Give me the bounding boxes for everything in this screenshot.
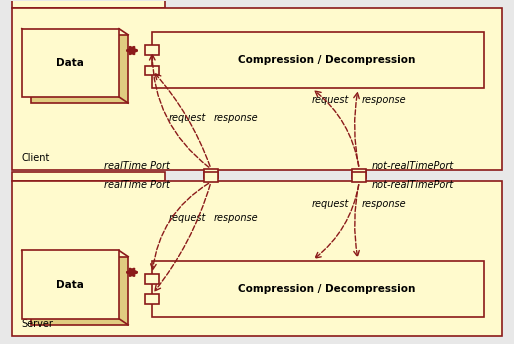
Text: realTime Port: realTime Port bbox=[104, 161, 170, 171]
Bar bbox=[12, 8, 502, 170]
Text: response: response bbox=[213, 112, 258, 122]
Bar bbox=[145, 274, 159, 283]
Text: request: request bbox=[169, 112, 206, 122]
Text: Compression / Decompression: Compression / Decompression bbox=[238, 284, 416, 294]
Bar bbox=[352, 169, 366, 179]
Bar bbox=[204, 172, 218, 182]
Bar bbox=[12, 181, 502, 336]
Bar bbox=[31, 35, 128, 103]
Bar bbox=[145, 66, 159, 75]
Text: Server: Server bbox=[22, 319, 53, 329]
Text: Client: Client bbox=[22, 153, 50, 163]
Text: request: request bbox=[311, 199, 349, 209]
Bar bbox=[145, 294, 159, 304]
Text: response: response bbox=[362, 96, 407, 106]
Text: response: response bbox=[362, 199, 407, 209]
Text: response: response bbox=[213, 213, 258, 223]
Text: request: request bbox=[169, 213, 206, 223]
Bar bbox=[145, 45, 159, 55]
Text: not-realTimePort: not-realTimePort bbox=[372, 180, 454, 190]
Text: realTime Port: realTime Port bbox=[104, 180, 170, 190]
Bar bbox=[12, 172, 165, 181]
Bar bbox=[12, 0, 165, 8]
Text: Data: Data bbox=[57, 280, 84, 290]
Bar bbox=[204, 169, 218, 179]
Bar bbox=[22, 29, 119, 97]
Text: request: request bbox=[311, 96, 349, 106]
Text: Compression / Decompression: Compression / Decompression bbox=[238, 55, 416, 65]
Bar bbox=[352, 172, 366, 182]
Text: not-realTimePort: not-realTimePort bbox=[372, 161, 454, 171]
Text: Data: Data bbox=[57, 58, 84, 68]
Bar bbox=[31, 257, 128, 325]
Bar bbox=[152, 261, 485, 317]
Bar bbox=[22, 250, 119, 319]
Bar bbox=[152, 32, 485, 88]
